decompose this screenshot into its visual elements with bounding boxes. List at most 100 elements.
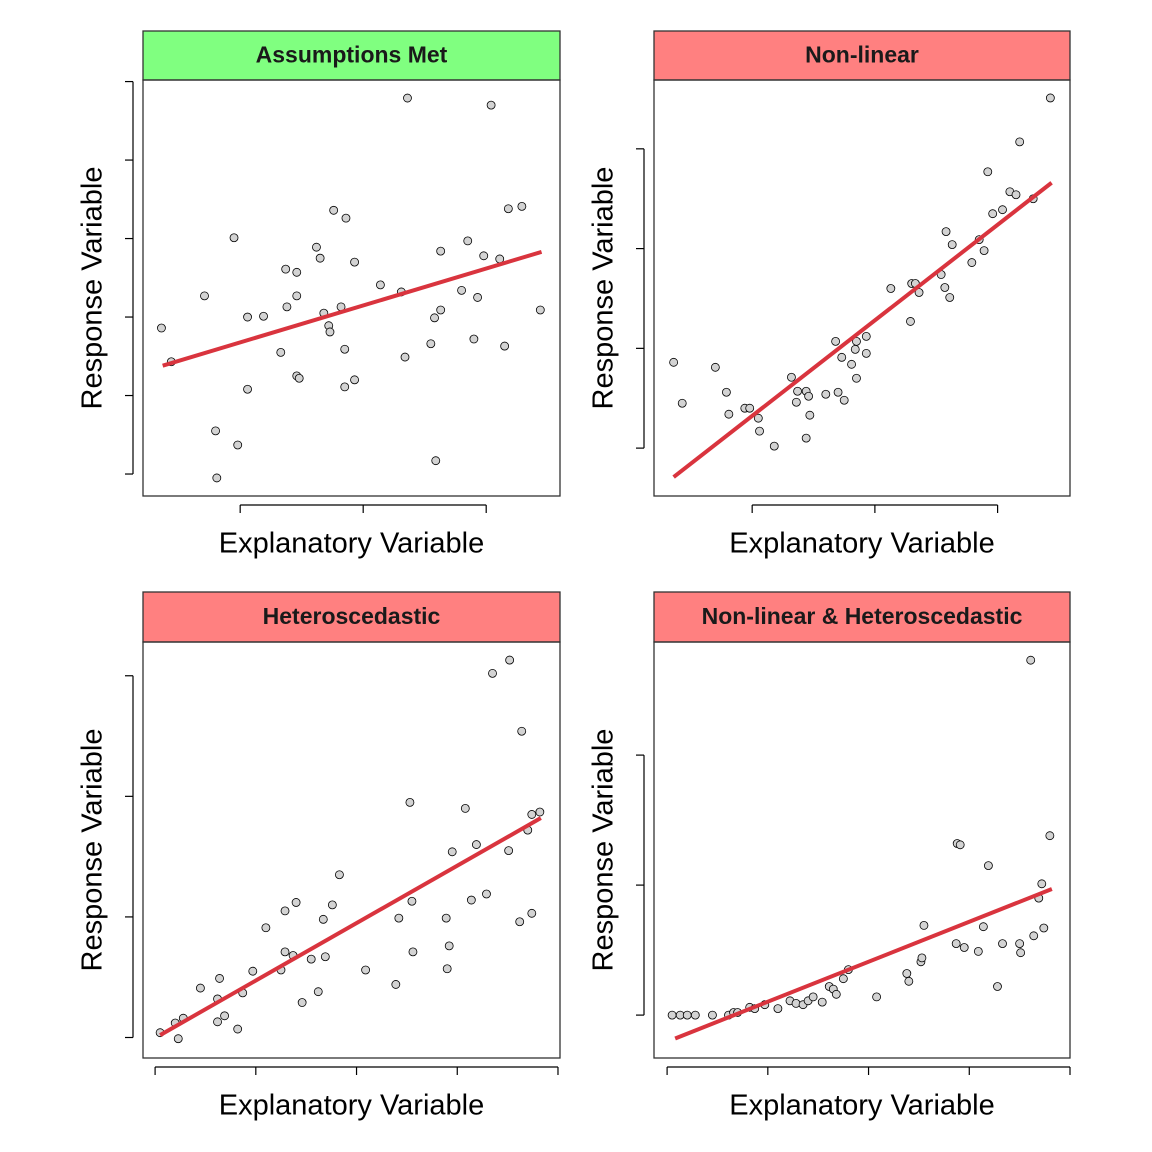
point <box>787 372 796 382</box>
point <box>426 339 436 349</box>
point <box>852 336 861 346</box>
point <box>1029 931 1039 941</box>
point <box>394 913 404 923</box>
point <box>773 1004 783 1013</box>
point <box>527 908 537 918</box>
point <box>200 291 209 301</box>
point <box>831 336 841 346</box>
point <box>243 384 252 394</box>
point <box>441 913 451 923</box>
point <box>708 1010 717 1020</box>
point <box>979 246 989 255</box>
point <box>1039 923 1049 933</box>
point <box>801 433 811 443</box>
point <box>755 426 764 436</box>
point <box>817 997 827 1007</box>
point <box>791 999 801 1008</box>
point <box>984 861 993 870</box>
fit-line <box>159 816 542 1037</box>
point <box>677 398 687 408</box>
point <box>850 344 860 354</box>
point <box>791 397 801 407</box>
point <box>400 352 410 362</box>
point <box>350 375 359 385</box>
point <box>211 426 220 436</box>
strip <box>653 30 1071 81</box>
point <box>917 953 927 963</box>
panel: Non-linear & Heteroscedastic Explanatory … <box>588 591 1071 1122</box>
point <box>479 251 489 261</box>
point <box>517 726 527 736</box>
point <box>196 983 205 993</box>
point <box>504 846 514 856</box>
point <box>403 93 412 103</box>
point <box>988 209 998 219</box>
point <box>340 344 350 354</box>
point <box>220 1011 229 1021</box>
point <box>486 100 496 110</box>
fit-line <box>162 249 543 368</box>
point <box>500 341 510 351</box>
point <box>335 870 344 880</box>
point <box>837 352 847 362</box>
point <box>466 895 476 905</box>
point <box>233 440 243 450</box>
panel: Non-linear Explanatory Variable Response V… <box>588 30 1071 560</box>
point <box>312 242 321 252</box>
point <box>1037 879 1047 889</box>
y-axis-title: Response Variable <box>77 729 109 972</box>
point <box>941 227 951 237</box>
point <box>259 311 268 321</box>
point <box>215 974 224 983</box>
point <box>436 305 446 315</box>
point <box>821 389 831 399</box>
point <box>329 205 339 215</box>
point <box>306 954 316 964</box>
point <box>457 285 466 295</box>
point <box>291 898 301 907</box>
point <box>839 395 849 405</box>
strip <box>653 591 1071 643</box>
point <box>157 323 166 333</box>
x-axis-title: Explanatory Variable <box>219 1090 484 1122</box>
point <box>327 900 337 910</box>
point <box>1016 948 1026 958</box>
point <box>313 987 323 997</box>
point <box>535 807 545 817</box>
point <box>444 941 454 951</box>
plot-frame <box>653 79 1071 497</box>
fit-line <box>672 181 1053 479</box>
point <box>320 952 330 962</box>
point <box>350 257 359 267</box>
point <box>852 373 861 383</box>
point <box>973 947 983 956</box>
point <box>861 348 871 358</box>
point <box>1011 190 1021 200</box>
point <box>292 267 302 277</box>
point <box>833 387 843 397</box>
point <box>1015 137 1025 147</box>
point <box>325 327 335 337</box>
strip-title: Assumptions Met <box>256 42 448 68</box>
point <box>248 966 258 976</box>
point <box>469 334 479 344</box>
point <box>341 213 351 223</box>
strip <box>142 30 561 81</box>
point <box>442 964 452 974</box>
point <box>669 357 679 367</box>
point <box>340 382 350 392</box>
point <box>838 974 848 984</box>
point <box>902 969 912 978</box>
point <box>517 201 527 211</box>
point <box>805 410 815 420</box>
point <box>460 804 470 813</box>
point <box>376 280 385 290</box>
x-axis-title: Explanatory Variable <box>729 528 994 560</box>
point <box>281 264 291 274</box>
point <box>515 917 525 927</box>
point <box>261 923 271 933</box>
y-axis-title: Response Variable <box>588 167 620 410</box>
point <box>804 391 814 401</box>
point <box>405 797 415 807</box>
